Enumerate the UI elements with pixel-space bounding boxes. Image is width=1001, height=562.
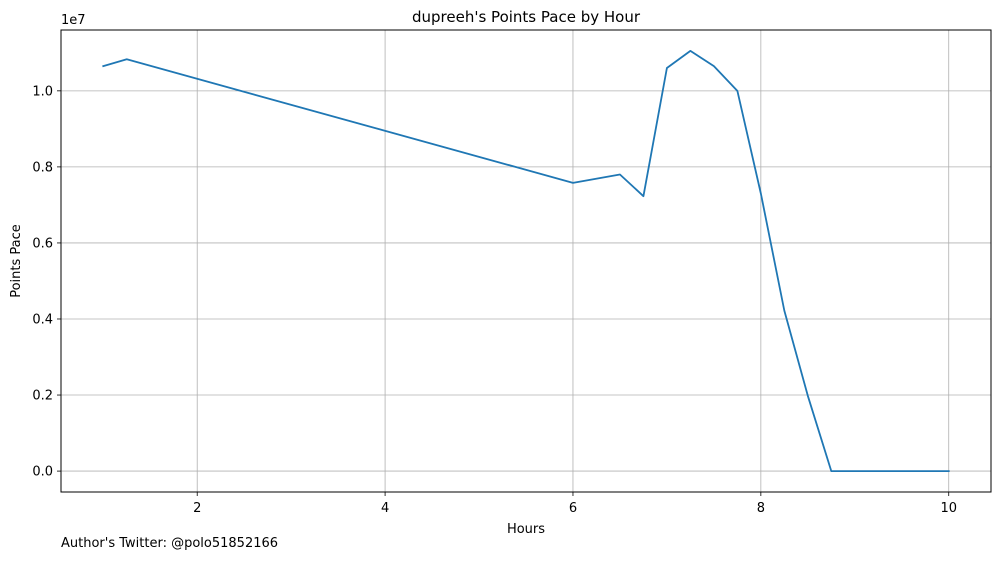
y-offset-label: 1e7 [61, 13, 86, 28]
y-axis-ticks: 0.0 0.2 0.4 0.6 0.8 1.0 [32, 84, 61, 480]
x-tick-label: 8 [757, 501, 765, 516]
y-tick-label: 1.0 [32, 84, 53, 99]
x-tick-label: 4 [381, 501, 389, 516]
x-tick-label: 6 [569, 501, 577, 516]
y-tick-label: 0.6 [32, 236, 53, 251]
y-tick-label: 0.4 [32, 312, 53, 327]
y-tick-label: 0.2 [32, 389, 53, 404]
x-axis-label: Hours [507, 522, 545, 537]
y-tick-label: 0.0 [32, 465, 53, 480]
series-line [102, 50, 950, 472]
grid-lines [61, 30, 991, 492]
axes-frame [60, 29, 992, 493]
x-tick-label: 2 [193, 501, 201, 516]
author-credit: Author's Twitter: @polo51852166 [61, 536, 279, 551]
chart-title: dupreeh's Points Pace by Hour [412, 8, 641, 26]
x-axis-ticks: 2 4 6 8 10 [193, 492, 957, 516]
y-tick-label: 0.8 [32, 160, 53, 175]
y-axis-label: Points Pace [9, 224, 24, 298]
x-tick-label: 10 [940, 501, 957, 516]
